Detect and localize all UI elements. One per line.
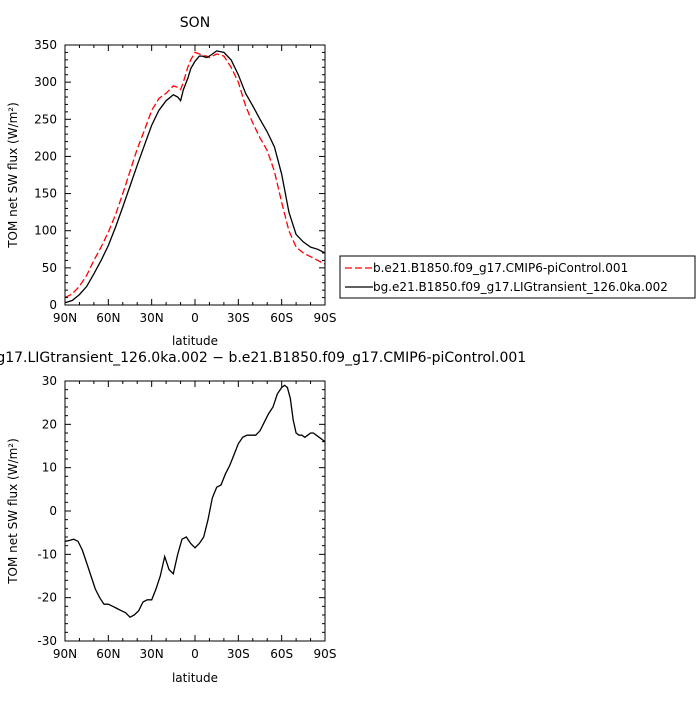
y-tick-label: 50: [42, 261, 57, 275]
y-tick-label: 100: [34, 224, 57, 238]
plot-frame: [64, 44, 326, 306]
x-tick-label: 60S: [270, 311, 293, 325]
chart-panel-2: bg.e21.B1850.f09_g17.LIGtransient_126.0k…: [0, 350, 526, 685]
y-tick-label: 250: [34, 112, 57, 126]
legend-box: [339, 255, 696, 299]
y-tick-label: 350: [34, 38, 57, 52]
chart-title: bg.e21.B1850.f09_g17.LIGtransient_126.0k…: [0, 350, 526, 366]
x-tick-label: 30N: [140, 311, 164, 325]
x-tick-label: 0: [191, 311, 199, 325]
chart-title: SON: [180, 15, 210, 31]
x-tick-label: 90S: [314, 311, 337, 325]
x-tick-label: 60N: [96, 311, 120, 325]
x-axis-label: latitude: [172, 334, 218, 348]
y-tick-label: 200: [34, 149, 57, 163]
y-tick-label: 30: [42, 374, 57, 388]
x-tick-label: 60S: [270, 647, 293, 661]
y-tick-label: -20: [37, 591, 57, 605]
series-line-1: [64, 384, 326, 618]
chart-panel-1: SON 90N 60N 30N 0 30S 60S 90S 0 50 100 150 200 250 300…: [6, 15, 336, 348]
y-tick-label: 0: [49, 298, 57, 312]
y-tick-label: 0: [49, 504, 57, 518]
y-tick-label: 150: [34, 187, 57, 201]
legend: b.e21.B1850.f09_g17.CMIP6-piControl.001b…: [339, 255, 696, 299]
x-tick-label: 90N: [53, 647, 77, 661]
x-tick-label: 30S: [227, 647, 250, 661]
y-tick-label: 300: [34, 75, 57, 89]
x-tick-label: 90S: [314, 647, 337, 661]
x-tick-label: 90N: [53, 311, 77, 325]
x-tick-label: 60N: [96, 647, 120, 661]
series-line-1: [64, 51, 326, 299]
x-tick-label: 30N: [140, 647, 164, 661]
x-tick-label: 0: [191, 647, 199, 661]
x-axis-label: latitude: [172, 671, 218, 685]
series-line-2: [64, 50, 326, 304]
y-tick-label: -30: [37, 634, 57, 648]
y-axis-label: TOM net SW flux (W/m²): [6, 102, 20, 249]
y-tick-label: -10: [37, 547, 57, 561]
legend-label-1: b.e21.B1850.f09_g17.CMIP6-piControl.001: [373, 261, 628, 275]
plot-frame: [64, 380, 326, 642]
y-tick-label: 10: [42, 461, 57, 475]
legend-label-2: bg.e21.B1850.f09_g17.LIGtransient_126.0k…: [373, 280, 668, 294]
y-axis-label: TOM net SW flux (W/m²): [6, 438, 20, 585]
y-tick-label: 20: [42, 417, 57, 431]
x-tick-label: 30S: [227, 311, 250, 325]
